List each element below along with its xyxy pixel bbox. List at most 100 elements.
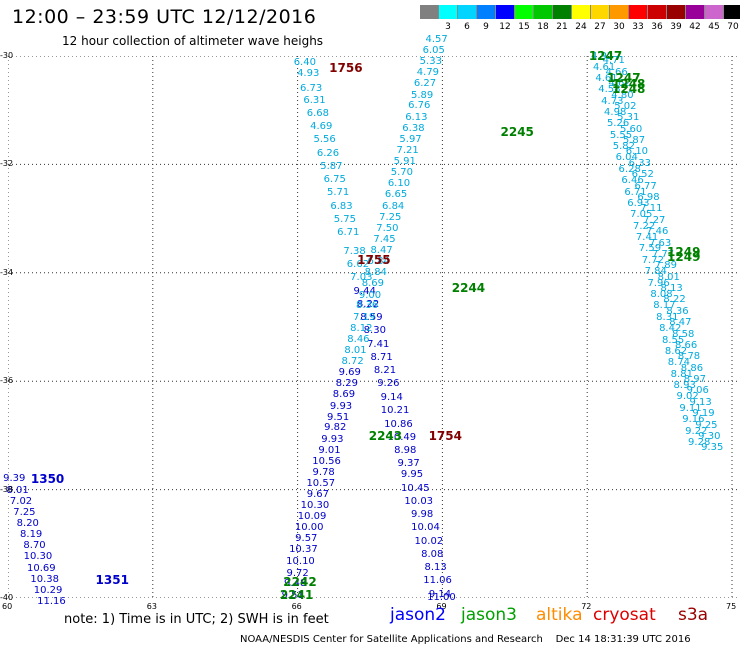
swh-value: 9.35 [701, 442, 724, 454]
swh-value: 11.06 [423, 575, 452, 587]
swh-value: 4.66 [605, 66, 628, 78]
swh-value: 4.69 [310, 121, 333, 132]
legend-label: 15 [518, 22, 530, 32]
swh-value: 10.86 [384, 418, 413, 430]
legend-swatch [534, 5, 553, 19]
swh-value: 5.97 [399, 134, 422, 145]
swh-value: 8.17 [653, 300, 676, 312]
swh-value: 7.27 [643, 214, 666, 226]
time-label: 1248 [612, 81, 646, 96]
satellite-label-altika: altika [536, 605, 583, 625]
swh-value: 8.21 [373, 365, 397, 377]
x-tick-label: 75 [726, 602, 737, 611]
swh-value: 8.46 [347, 334, 370, 345]
swh-value: 4.62 [608, 78, 631, 90]
swh-value: 9.69 [338, 367, 361, 379]
swh-value: 4.98 [604, 106, 627, 118]
y-tick-label: -38 [0, 484, 14, 494]
swh-value: 10.69 [26, 562, 56, 574]
swh-value: 6.62 [346, 259, 370, 271]
swh-value: 7.89 [654, 260, 677, 272]
swh-value: 10.03 [404, 495, 434, 507]
y-tick-label: -36 [0, 376, 14, 386]
swh-value: 9.11 [679, 402, 702, 414]
legend-swatch [496, 5, 515, 19]
swh-value: 10.57 [306, 478, 336, 490]
swh-value: 8.36 [355, 300, 379, 312]
time-label: 1755 [357, 253, 391, 268]
swh-value: 10.37 [289, 544, 318, 556]
swh-value: 6.84 [382, 200, 405, 212]
swh-value: 7.02 [9, 495, 33, 507]
swh-value: 6.31 [303, 94, 326, 106]
swh-value: 6.98 [637, 192, 660, 203]
swh-value: 9.26 [377, 378, 400, 390]
swh-value: 9.01 [318, 444, 341, 456]
swh-value: 8.01 [344, 344, 367, 356]
swh-value: 7.59 [638, 243, 662, 255]
swh-value: 6.26 [316, 147, 340, 159]
swh-value: 9.98 [410, 509, 434, 521]
swh-value: 5.87 [622, 135, 646, 147]
swh-value: 7.19 [353, 311, 376, 323]
swh-value: 6.10 [625, 146, 649, 158]
time-label: 1756 [329, 60, 363, 75]
swh-value: 6.71 [624, 186, 647, 198]
swh-value: 8.13 [424, 562, 447, 574]
time-label: 2243 [368, 429, 403, 444]
legend-label: 33 [632, 22, 644, 32]
satellite-label-jason2: jason2 [390, 605, 446, 625]
swh-value: 10.02 [414, 535, 444, 547]
swh-value: 9.16 [682, 414, 705, 426]
swh-value: 9.00 [358, 289, 382, 301]
legend-swatch [629, 5, 648, 19]
swh-value: 8.22 [663, 294, 686, 306]
swh-value: 5.56 [313, 134, 336, 145]
swh-value: 9.51 [327, 411, 350, 423]
legend-unit: (ft) [735, 22, 740, 32]
swh-value: 10.21 [380, 405, 410, 416]
swh-value: 7.38 [343, 246, 366, 258]
legend-label: 42 [689, 22, 701, 32]
swh-value: 8.47 [669, 317, 692, 329]
swh-value: 10.10 [286, 555, 315, 567]
swh-value: 9.14 [380, 392, 403, 403]
legend-label: 3 [445, 22, 451, 32]
legend-swatch [667, 5, 686, 19]
y-tick-label: -30 [0, 51, 14, 60]
swh-value: 7.84 [644, 266, 667, 278]
swh-value: 8.93 [673, 380, 696, 392]
legend-swatch [439, 5, 458, 19]
swh-value: 9.06 [686, 385, 709, 397]
swh-value: 4.57 [425, 33, 448, 45]
swh-value: 6.77 [634, 180, 657, 192]
swh-value: 6.13 [405, 111, 428, 123]
swh-value: 8.62 [664, 345, 688, 357]
time-label: 1249 [667, 245, 701, 260]
swh-value: 10.30 [300, 499, 330, 511]
time-label: 1248 [612, 76, 646, 91]
swh-value: 10.00 [294, 522, 324, 534]
swh-value: 8.01 [6, 484, 29, 496]
swh-value: 8.71 [370, 351, 393, 363]
swh-value: 8.20 [16, 518, 39, 530]
swh-value: 5.26 [606, 118, 630, 130]
y-tick-label: -32 [0, 159, 14, 169]
swh-value: 6.28 [618, 163, 641, 175]
swh-value: 8.69 [361, 278, 385, 290]
swh-value: 9.51 [281, 589, 304, 601]
swh-value: 9.78 [312, 466, 335, 478]
swh-value: 8.12 [350, 322, 373, 334]
swh-value: 6.75 [323, 173, 346, 185]
time-label: 2242 [283, 574, 317, 589]
satellite-label-s3a: s3a [678, 605, 709, 625]
swh-value: 5.55 [609, 129, 633, 141]
swh-value: 8.97 [683, 374, 706, 386]
swh-value: 7.21 [396, 144, 419, 156]
swh-value: 8.59 [360, 312, 383, 324]
legend-swatch [420, 5, 439, 19]
swh-value: 11.16 [37, 595, 66, 607]
page-subtitle: 12 hour collection of altimeter wave hei… [62, 34, 324, 48]
swh-value: 9.44 [353, 285, 376, 297]
swh-value: 7.46 [646, 226, 669, 238]
